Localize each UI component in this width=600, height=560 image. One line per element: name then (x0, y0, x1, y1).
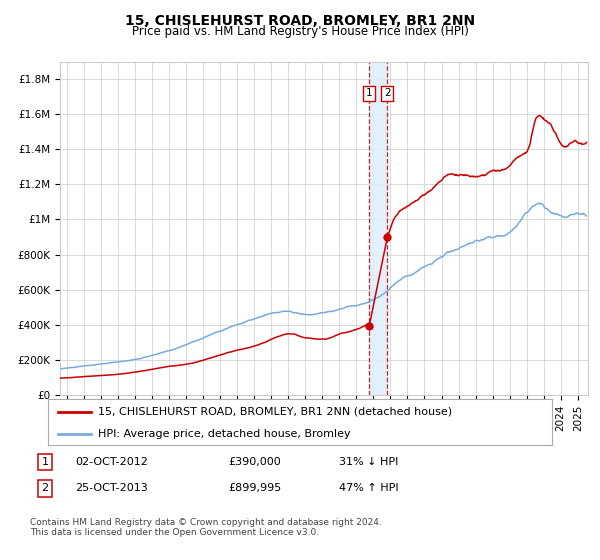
Text: 2: 2 (384, 88, 391, 98)
Text: 02-OCT-2012: 02-OCT-2012 (75, 457, 148, 467)
Text: 2: 2 (41, 483, 49, 493)
Text: £899,995: £899,995 (228, 483, 281, 493)
Text: 1: 1 (41, 457, 49, 467)
Text: HPI: Average price, detached house, Bromley: HPI: Average price, detached house, Brom… (98, 429, 351, 438)
Text: 15, CHISLEHURST ROAD, BROMLEY, BR1 2NN (detached house): 15, CHISLEHURST ROAD, BROMLEY, BR1 2NN (… (98, 407, 452, 417)
Text: Price paid vs. HM Land Registry's House Price Index (HPI): Price paid vs. HM Land Registry's House … (131, 25, 469, 38)
Text: £390,000: £390,000 (228, 457, 281, 467)
Text: 31% ↓ HPI: 31% ↓ HPI (339, 457, 398, 467)
Bar (369, 62, 388, 395)
Text: 1: 1 (366, 88, 373, 98)
Text: Contains HM Land Registry data © Crown copyright and database right 2024.
This d: Contains HM Land Registry data © Crown c… (30, 518, 382, 538)
Text: 15, CHISLEHURST ROAD, BROMLEY, BR1 2NN: 15, CHISLEHURST ROAD, BROMLEY, BR1 2NN (125, 14, 475, 28)
Text: 47% ↑ HPI: 47% ↑ HPI (339, 483, 398, 493)
Text: 25-OCT-2013: 25-OCT-2013 (75, 483, 148, 493)
